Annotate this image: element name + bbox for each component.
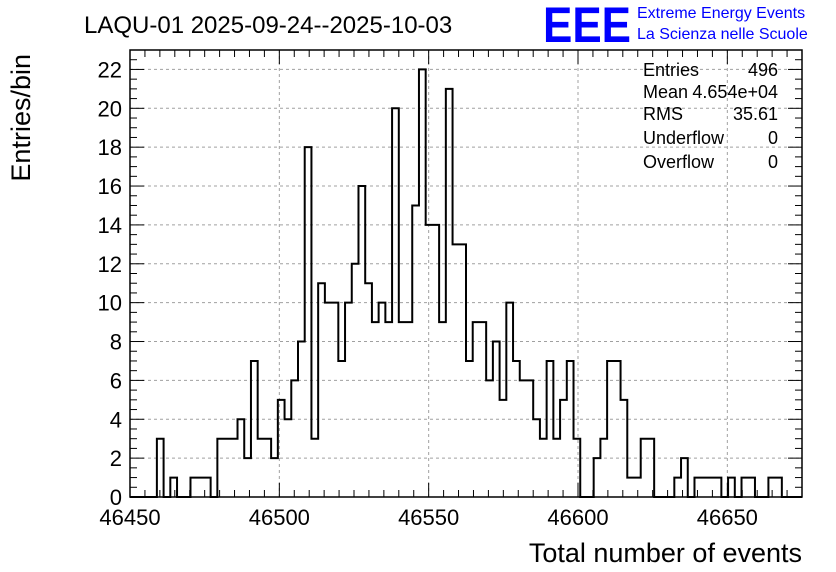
x-tick-label: 46600 [547, 505, 608, 530]
y-tick-label: 12 [98, 252, 122, 277]
x-tick-label: 46500 [249, 505, 310, 530]
y-tick-label: 22 [98, 57, 122, 82]
x-axis-label: Total number of events [529, 538, 802, 568]
logo-line-1: Extreme Energy Events [637, 5, 805, 22]
histogram-series [130, 68, 802, 498]
stats-label-mean: Mean [643, 82, 688, 102]
stats-value-entries: 496 [748, 60, 778, 80]
x-tick-label: 46650 [697, 505, 758, 530]
logo-line-2: La Scienza nelle Scuole [637, 26, 808, 43]
eee-logo-mark: EEE [543, 0, 631, 53]
stats-value-rms: 35.61 [733, 104, 778, 124]
y-tick-label: 0 [110, 485, 122, 510]
y-tick-label: 16 [98, 174, 122, 199]
stats-label-overflow: Overflow [643, 152, 715, 172]
stats-label-rms: RMS [643, 104, 683, 124]
y-tick-label: 20 [98, 96, 122, 121]
y-tick-label: 10 [98, 291, 122, 316]
chart-title: LAQU-01 2025-09-24--2025-10-03 [84, 12, 452, 39]
y-tick-label: 2 [110, 446, 122, 471]
stats-label-underflow: Underflow [643, 128, 725, 148]
stats-box: Entries 496 Mean 4.654e+04 RMS 35.61 Und… [643, 60, 778, 172]
eee-logo: EEE Extreme Energy Events La Scienza nel… [543, 0, 808, 53]
y-axis-label: Entries/bin [6, 54, 36, 182]
y-tick-label: 4 [110, 407, 122, 432]
y-tick-labels: 0 2 4 6 8 10 12 14 16 18 20 22 [98, 57, 122, 510]
y-tick-label: 18 [98, 135, 122, 160]
x-tick-labels: 46450 46500 46550 46600 46650 [99, 505, 758, 530]
y-tick-label: 6 [110, 368, 122, 393]
y-tick-label: 8 [110, 330, 122, 355]
x-tick-label: 46450 [99, 505, 160, 530]
stats-label-entries: Entries [643, 60, 699, 80]
stats-value-mean: 4.654e+04 [692, 82, 778, 102]
stats-value-underflow: 0 [768, 128, 778, 148]
tick-layer [129, 49, 803, 498]
stats-value-overflow: 0 [768, 152, 778, 172]
x-tick-label: 46550 [398, 505, 459, 530]
y-tick-label: 14 [98, 213, 122, 238]
